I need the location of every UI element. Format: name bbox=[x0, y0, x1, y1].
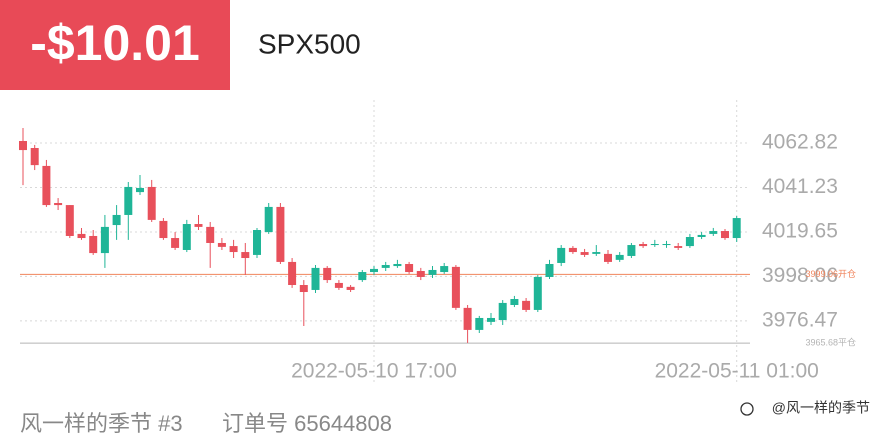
candle-body bbox=[299, 285, 308, 293]
y-tick-label: 4062.82 bbox=[762, 131, 838, 154]
candle-body bbox=[709, 231, 718, 234]
x-tick-label: 2022-05-10 17:00 bbox=[291, 360, 457, 383]
candle-body bbox=[533, 276, 542, 310]
candle-body bbox=[311, 267, 320, 290]
reference-label: 3999.06开仓 bbox=[805, 268, 856, 279]
pnl: -$10.01 bbox=[30, 15, 200, 71]
candle-body bbox=[217, 242, 226, 247]
candle-body bbox=[615, 254, 624, 260]
candle-body bbox=[100, 226, 109, 254]
candle-body bbox=[147, 186, 156, 220]
candle-body bbox=[428, 269, 437, 275]
candle-body bbox=[674, 246, 683, 248]
candle-body bbox=[253, 230, 261, 255]
candle-body bbox=[370, 268, 378, 273]
candle-body bbox=[30, 148, 39, 166]
candle-body bbox=[323, 267, 332, 281]
candle-body bbox=[171, 238, 180, 248]
candle-body bbox=[112, 214, 121, 226]
x-tick-label: 2022-05-11 01:00 bbox=[655, 360, 819, 383]
symbol: SPX500 bbox=[258, 28, 361, 59]
candle-body bbox=[89, 235, 98, 254]
watermark: @风一样的季节 bbox=[772, 400, 870, 416]
candle-body bbox=[498, 302, 507, 321]
candle-body bbox=[206, 226, 215, 243]
candle-body bbox=[416, 270, 425, 277]
candle-body bbox=[241, 252, 250, 259]
y-tick-label: 3976.47 bbox=[762, 308, 838, 331]
candle-body bbox=[592, 252, 601, 254]
candle-body bbox=[568, 247, 577, 253]
candle-body bbox=[358, 272, 367, 281]
candle-body bbox=[264, 206, 273, 233]
candle-body bbox=[650, 244, 659, 246]
candle-body bbox=[124, 186, 133, 215]
candle-body bbox=[545, 263, 554, 277]
candle-body bbox=[229, 246, 238, 253]
candle-body bbox=[732, 218, 741, 239]
candle-body bbox=[721, 231, 729, 239]
candle-body bbox=[580, 252, 589, 255]
candle-body bbox=[159, 220, 168, 239]
candle-body bbox=[557, 247, 566, 263]
candle-body bbox=[463, 307, 472, 330]
candle-body bbox=[381, 265, 390, 268]
reference-label: 3965.68平仓 bbox=[805, 337, 856, 348]
candle-body bbox=[697, 234, 706, 238]
candle-body bbox=[334, 282, 343, 288]
candle-body bbox=[662, 244, 671, 246]
candle-body bbox=[288, 261, 297, 286]
candle-body bbox=[393, 263, 402, 267]
candle-body bbox=[440, 266, 449, 273]
pnl-box bbox=[0, 0, 230, 90]
candle-body bbox=[405, 263, 414, 273]
candle-body bbox=[54, 203, 63, 206]
candle-body bbox=[475, 317, 484, 330]
candle-body bbox=[510, 299, 519, 305]
candle-body bbox=[604, 253, 612, 262]
candle-body bbox=[65, 205, 74, 236]
candle-body bbox=[685, 237, 694, 247]
candle-body bbox=[346, 286, 355, 290]
candle-body bbox=[627, 245, 636, 256]
candle-body bbox=[522, 300, 531, 310]
y-tick-label: 3998.06 bbox=[762, 264, 838, 287]
y-tick-label: 4041.23 bbox=[762, 175, 838, 198]
candle-body bbox=[136, 187, 144, 193]
candle-body bbox=[639, 244, 648, 247]
candle-body bbox=[182, 224, 191, 250]
candle-body bbox=[487, 317, 495, 322]
candle-body bbox=[276, 206, 285, 262]
y-tick-label: 4019.65 bbox=[762, 220, 838, 243]
candle-body bbox=[451, 266, 460, 308]
user: 风一样的季节 #3 bbox=[20, 411, 183, 436]
candle-body bbox=[194, 224, 203, 227]
candle-body bbox=[77, 233, 86, 239]
order: 订单号 65644808 bbox=[222, 411, 392, 436]
candle-body bbox=[42, 165, 51, 206]
candle-body bbox=[19, 140, 27, 151]
watermark-icon bbox=[740, 402, 754, 416]
